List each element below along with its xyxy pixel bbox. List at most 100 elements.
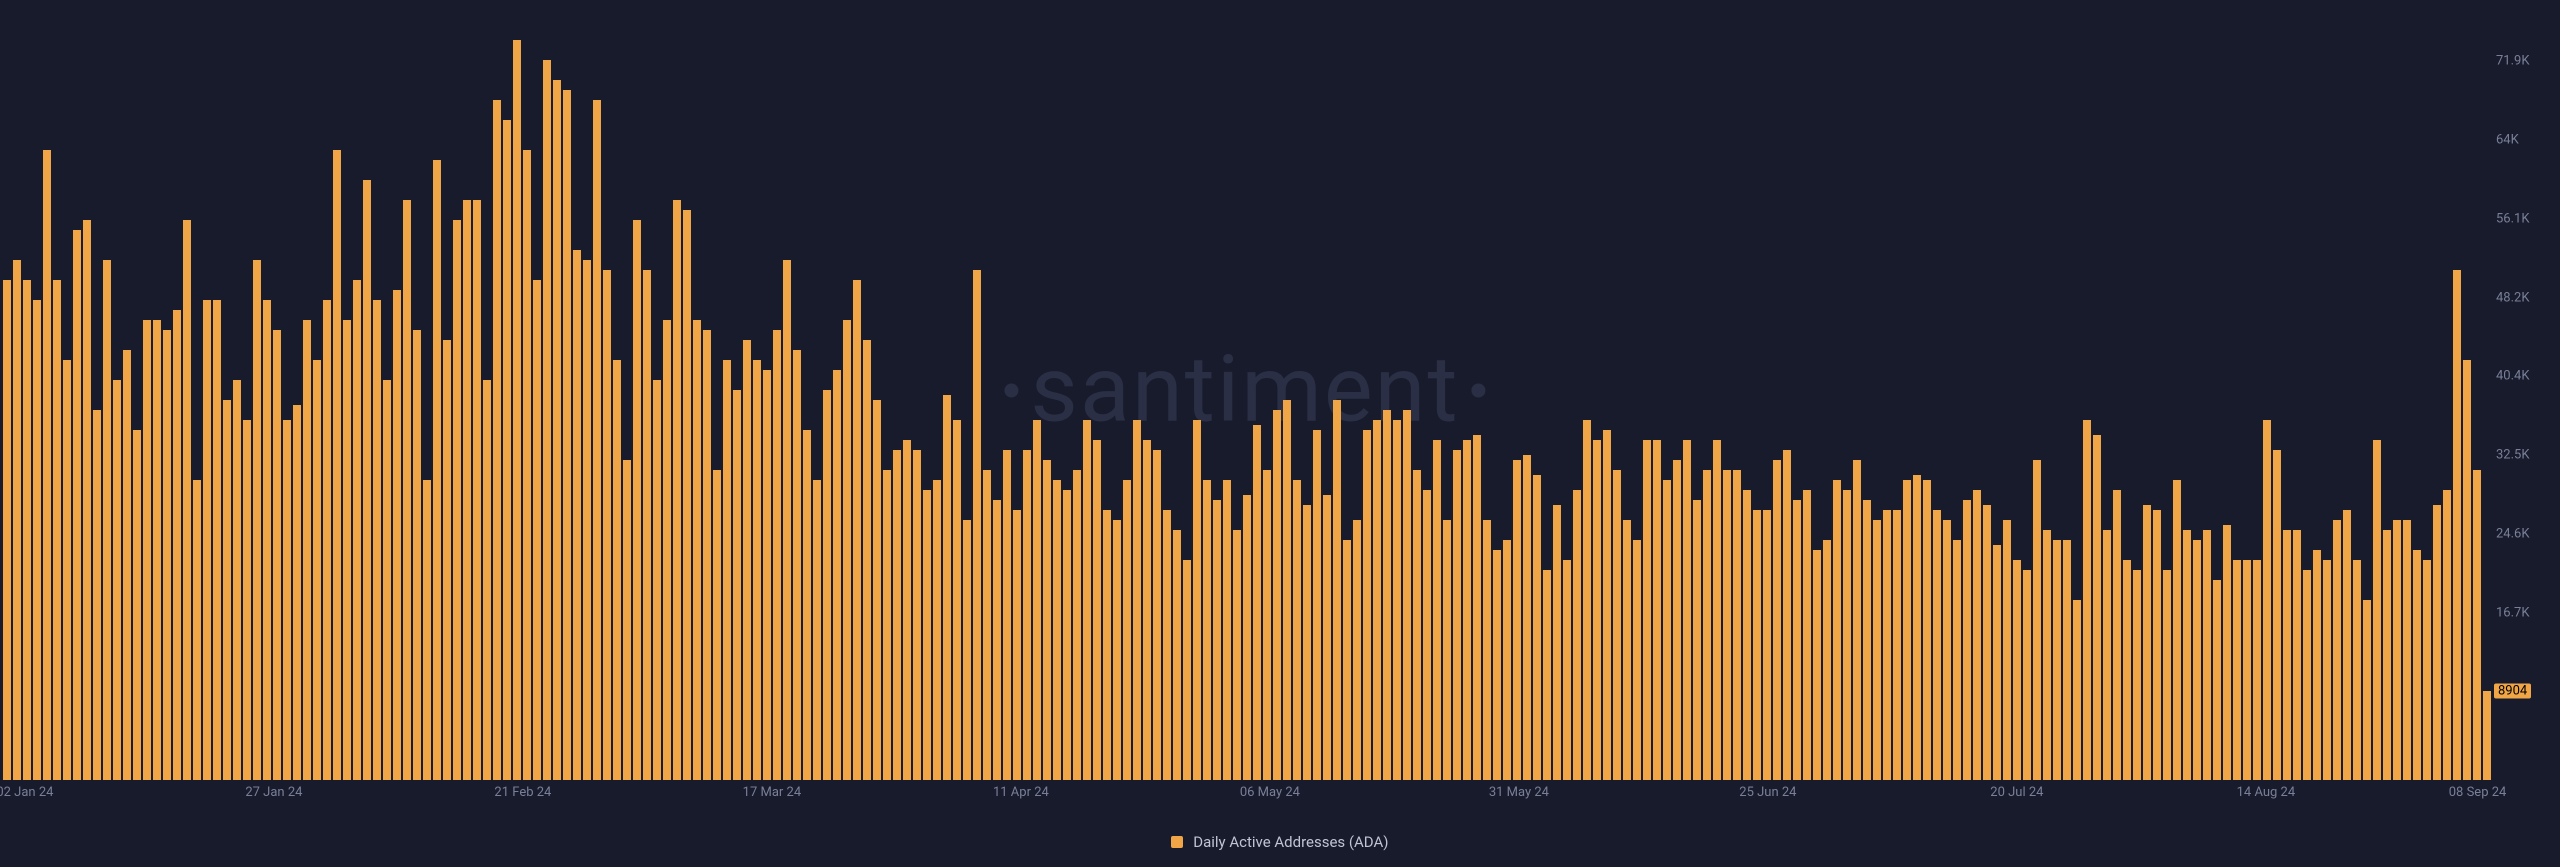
bar[interactable] [483,380,491,780]
bar[interactable] [1613,470,1621,780]
bar[interactable] [603,270,611,780]
bar[interactable] [813,480,821,780]
bar[interactable] [1093,440,1101,780]
bar[interactable] [1443,520,1451,780]
bar[interactable] [1623,520,1631,780]
bar[interactable] [1993,545,2001,780]
bar[interactable] [1763,510,1771,780]
bar[interactable] [1913,475,1921,780]
bar[interactable] [883,470,891,780]
bar[interactable] [1073,470,1081,780]
bar[interactable] [1013,510,1021,780]
bar[interactable] [53,280,61,780]
bar[interactable] [1603,430,1611,780]
bar[interactable] [303,320,311,780]
bar[interactable] [1823,540,1831,780]
bar[interactable] [243,420,251,780]
bar[interactable] [363,180,371,780]
bar[interactable] [1213,500,1221,780]
bar[interactable] [633,220,641,780]
bar[interactable] [1423,490,1431,780]
bar[interactable] [1833,480,1841,780]
bar[interactable] [1513,460,1521,780]
bar[interactable] [2183,530,2191,780]
bar[interactable] [1643,440,1651,780]
bar[interactable] [2353,560,2361,780]
bar[interactable] [1803,490,1811,780]
bar[interactable] [2083,420,2091,780]
bar[interactable] [1173,530,1181,780]
bar[interactable] [1003,450,1011,780]
bar[interactable] [983,470,991,780]
bar[interactable] [783,260,791,780]
bar[interactable] [1963,500,1971,780]
bar[interactable] [713,470,721,780]
bar[interactable] [1873,520,1881,780]
bar[interactable] [2343,510,2351,780]
bar[interactable] [1783,450,1791,780]
bar[interactable] [1383,410,1391,780]
bar[interactable] [1843,490,1851,780]
bar[interactable] [373,300,381,780]
bar[interactable] [1113,520,1121,780]
bar[interactable] [463,200,471,780]
bar[interactable] [163,330,171,780]
bar[interactable] [753,360,761,780]
bar[interactable] [1323,495,1331,780]
bar[interactable] [413,330,421,780]
bar[interactable] [1933,510,1941,780]
bar[interactable] [1273,410,1281,780]
bar[interactable] [473,200,481,780]
bar[interactable] [2263,420,2271,780]
bar[interactable] [953,420,961,780]
bar[interactable] [1903,480,1911,780]
bar[interactable] [1453,450,1461,780]
bar[interactable] [913,450,921,780]
bar[interactable] [313,360,321,780]
bar[interactable] [453,220,461,780]
bar[interactable] [1143,440,1151,780]
bar[interactable] [853,280,861,780]
bar[interactable] [433,160,441,780]
bar[interactable] [1403,410,1411,780]
bar[interactable] [1243,495,1251,780]
bar[interactable] [1983,505,1991,780]
bar[interactable] [1653,440,1661,780]
bar[interactable] [593,100,601,780]
bar[interactable] [503,120,511,780]
bar[interactable] [123,350,131,780]
bar[interactable] [183,220,191,780]
bar[interactable] [723,360,731,780]
bar[interactable] [2383,530,2391,780]
bar[interactable] [793,350,801,780]
bar[interactable] [2213,580,2221,780]
bar[interactable] [1573,490,1581,780]
bar[interactable] [2023,570,2031,780]
bar[interactable] [2313,550,2321,780]
bar[interactable] [1293,480,1301,780]
bar[interactable] [393,290,401,780]
bar[interactable] [2423,560,2431,780]
plot-area[interactable]: santiment [0,0,2490,780]
bar[interactable] [143,320,151,780]
bar[interactable] [1893,510,1901,780]
bar[interactable] [933,480,941,780]
bar[interactable] [1953,540,1961,780]
bar[interactable] [2393,520,2401,780]
bar[interactable] [1063,490,1071,780]
bar[interactable] [2293,530,2301,780]
bar[interactable] [893,450,901,780]
bar[interactable] [13,260,21,780]
bar[interactable] [773,330,781,780]
bar[interactable] [743,340,751,780]
bar[interactable] [563,90,571,780]
bar[interactable] [763,370,771,780]
bar[interactable] [1203,480,1211,780]
bar[interactable] [333,150,341,780]
bar[interactable] [1233,530,1241,780]
bar[interactable] [673,200,681,780]
bar[interactable] [923,490,931,780]
bar[interactable] [583,260,591,780]
bar[interactable] [1283,400,1291,780]
bar[interactable] [653,380,661,780]
